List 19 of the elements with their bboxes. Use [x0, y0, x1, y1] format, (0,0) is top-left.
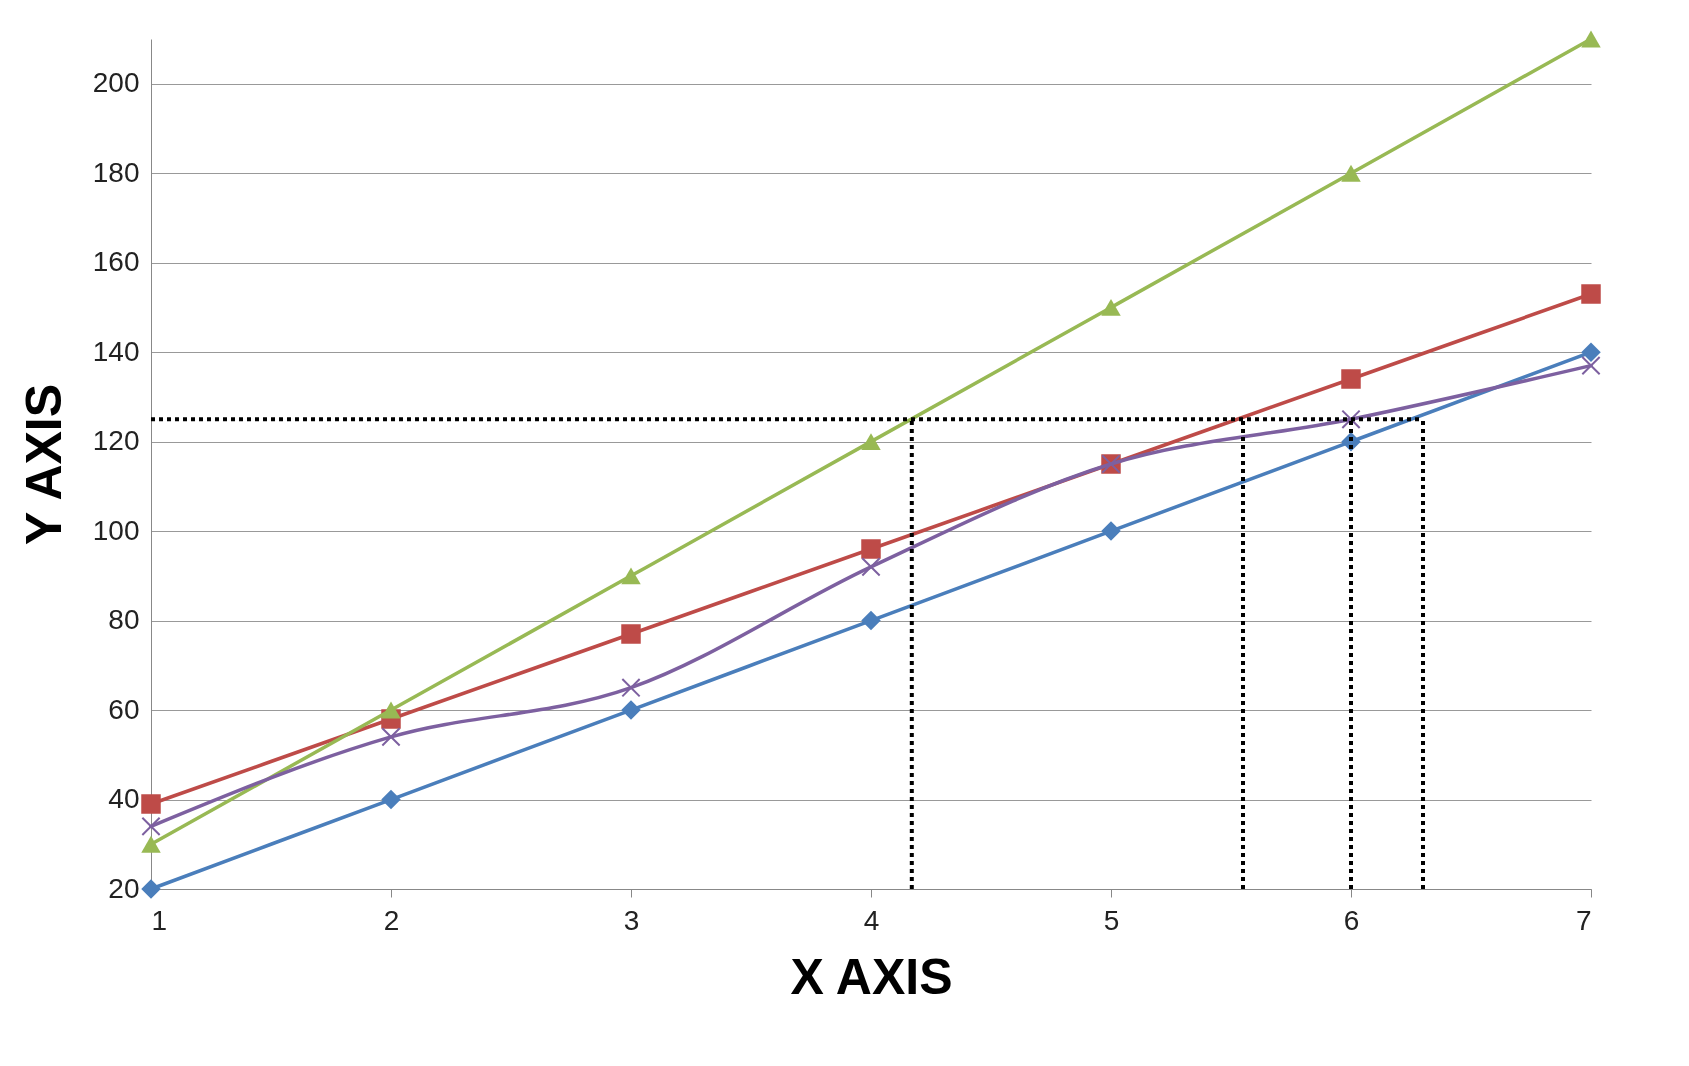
x-tick-label: 3: [623, 904, 640, 936]
y-tick-label: 120: [92, 425, 140, 457]
y-tick-label: 140: [92, 335, 140, 367]
y-tick-label: 100: [92, 514, 140, 546]
x-tick-label: 5: [1103, 904, 1120, 936]
x-tick-label: 4: [863, 904, 880, 936]
x-tick-label: 2: [383, 904, 400, 936]
x-tick-label: 1: [151, 904, 168, 936]
y-tick-label: 180: [92, 156, 140, 188]
x-axis-title: X AXIS: [790, 948, 953, 1005]
y-tick-label: 200: [92, 67, 140, 99]
y-tick-label: 40: [108, 783, 140, 815]
y-axis-title: Y AXIS: [15, 383, 72, 546]
x-tick-label: 7: [1575, 904, 1592, 936]
y-tick-label: 60: [108, 693, 140, 725]
y-tick-label: 80: [108, 604, 140, 636]
x-tick-label: 6: [1343, 904, 1360, 936]
y-tick-label: 160: [92, 246, 140, 278]
y-tick-label: 20: [108, 872, 140, 904]
